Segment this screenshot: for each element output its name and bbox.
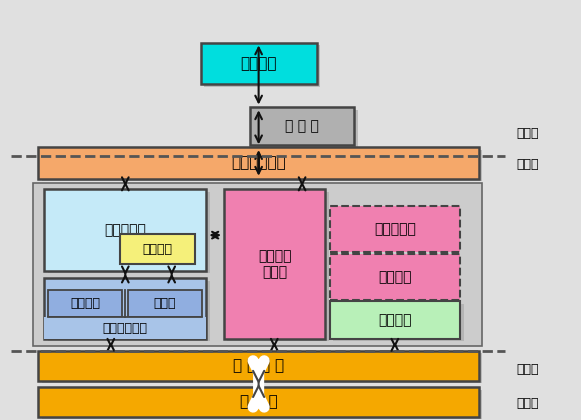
Text: 设备驱动程序: 设备驱动程序 [103,322,148,335]
Bar [250,108,354,145]
Text: 调度程序: 调度程序 [378,270,412,284]
Text: 内核级: 内核级 [517,362,539,375]
Text: 硬    件: 硬 件 [240,395,278,409]
Bar [200,42,317,84]
Text: 系统调用接口: 系统调用接口 [231,155,286,171]
Bar [48,289,122,317]
Text: 用户程序: 用户程序 [241,56,277,71]
Text: 函 数 库: 函 数 库 [285,119,319,133]
Text: 进程控制
子系统: 进程控制 子系统 [258,249,291,279]
Bar [120,234,195,265]
Text: 块设备: 块设备 [154,297,176,310]
Text: 高速缓冲: 高速缓冲 [142,243,172,256]
Text: 内核级: 内核级 [517,158,539,171]
Bar [42,390,482,420]
Text: 硬件级: 硬件级 [517,397,539,410]
Bar [38,147,479,178]
Bar [48,281,210,341]
Bar [330,301,460,339]
Bar [42,150,482,181]
Bar [44,278,206,339]
Bar [330,206,460,252]
Text: 字符设备: 字符设备 [70,297,100,310]
Text: 用户级: 用户级 [517,127,539,140]
Bar [38,387,479,417]
Text: 进程间通信: 进程间通信 [374,222,416,236]
Text: 文件子系统: 文件子系统 [105,223,146,237]
Bar [44,317,206,339]
Bar [44,189,206,271]
Bar [48,192,210,273]
Bar [38,351,479,381]
Bar [333,304,464,341]
Bar [253,110,358,147]
Bar [204,45,320,87]
Bar [227,192,329,341]
Bar [42,353,482,383]
Bar [224,189,325,339]
Text: 硬 件 控 制: 硬 件 控 制 [233,358,284,373]
Bar [128,289,202,317]
Bar [330,254,460,300]
Text: 内存管理: 内存管理 [378,313,412,327]
Bar [33,183,482,346]
